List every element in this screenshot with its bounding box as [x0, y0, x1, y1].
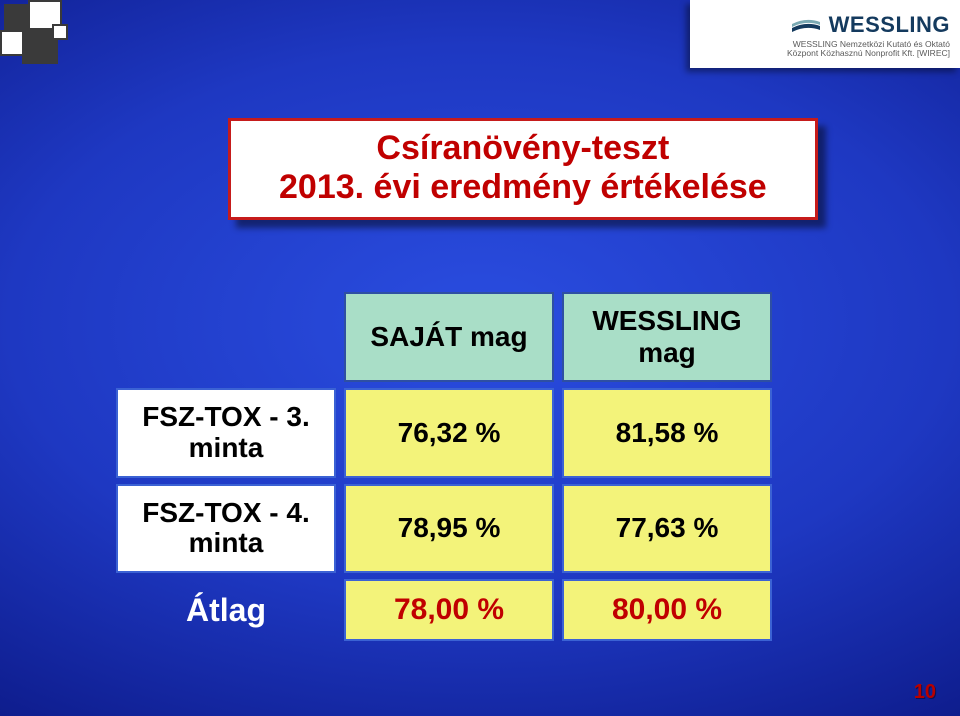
- data-table: SAJÁT mag WESSLING mag FSZ-TOX - 3. mint…: [116, 292, 772, 641]
- cell-r0-c2: 81,58 %: [562, 388, 772, 478]
- cell-r1-c1: 78,95 %: [344, 484, 554, 574]
- title-line2: 2013. évi eredmény értékelése: [279, 168, 767, 207]
- logo-subtitle: WESSLING Nemzetközi Kutató és Oktató Köz…: [787, 40, 950, 59]
- avg-c1: 78,00 %: [344, 579, 554, 641]
- col-header-wessling-l2: mag: [592, 337, 741, 369]
- logo-brand: WESSLING: [829, 12, 950, 38]
- logo-row: WESSLING: [791, 12, 950, 38]
- table-corner-empty: [116, 292, 336, 382]
- avg-label: Átlag: [116, 579, 336, 641]
- row-label-0-l2: minta: [142, 433, 310, 464]
- cell-r0-c1: 76,32 %: [344, 388, 554, 478]
- col-header-wessling-l1: WESSLING: [592, 305, 741, 337]
- logo-swoosh-icon: [791, 16, 821, 34]
- title-line1: Csíranövény-teszt: [279, 129, 767, 168]
- avg-c2: 80,00 %: [562, 579, 772, 641]
- col-header-sajat: SAJÁT mag: [344, 292, 554, 382]
- cell-r1-c2: 77,63 %: [562, 484, 772, 574]
- row-label-0: FSZ-TOX - 3. minta: [116, 388, 336, 478]
- row-label-0-l1: FSZ-TOX - 3.: [142, 402, 310, 433]
- row-label-1-l1: FSZ-TOX - 4.: [142, 498, 310, 529]
- slide: WESSLING WESSLING Nemzetközi Kutató és O…: [0, 0, 960, 716]
- page-number: 10: [914, 681, 936, 704]
- corner-square: [52, 24, 68, 40]
- row-label-1: FSZ-TOX - 4. minta: [116, 484, 336, 574]
- corner-squares: [0, 0, 200, 80]
- row-label-1-l2: minta: [142, 528, 310, 559]
- title-box: Csíranövény-teszt 2013. évi eredmény ért…: [228, 118, 818, 220]
- col-header-wessling: WESSLING mag: [562, 292, 772, 382]
- logo-subtitle-line2: Központ Közhasznú Nonprofit Kft. [WIREC]: [787, 49, 950, 58]
- logo-box: WESSLING WESSLING Nemzetközi Kutató és O…: [690, 0, 960, 68]
